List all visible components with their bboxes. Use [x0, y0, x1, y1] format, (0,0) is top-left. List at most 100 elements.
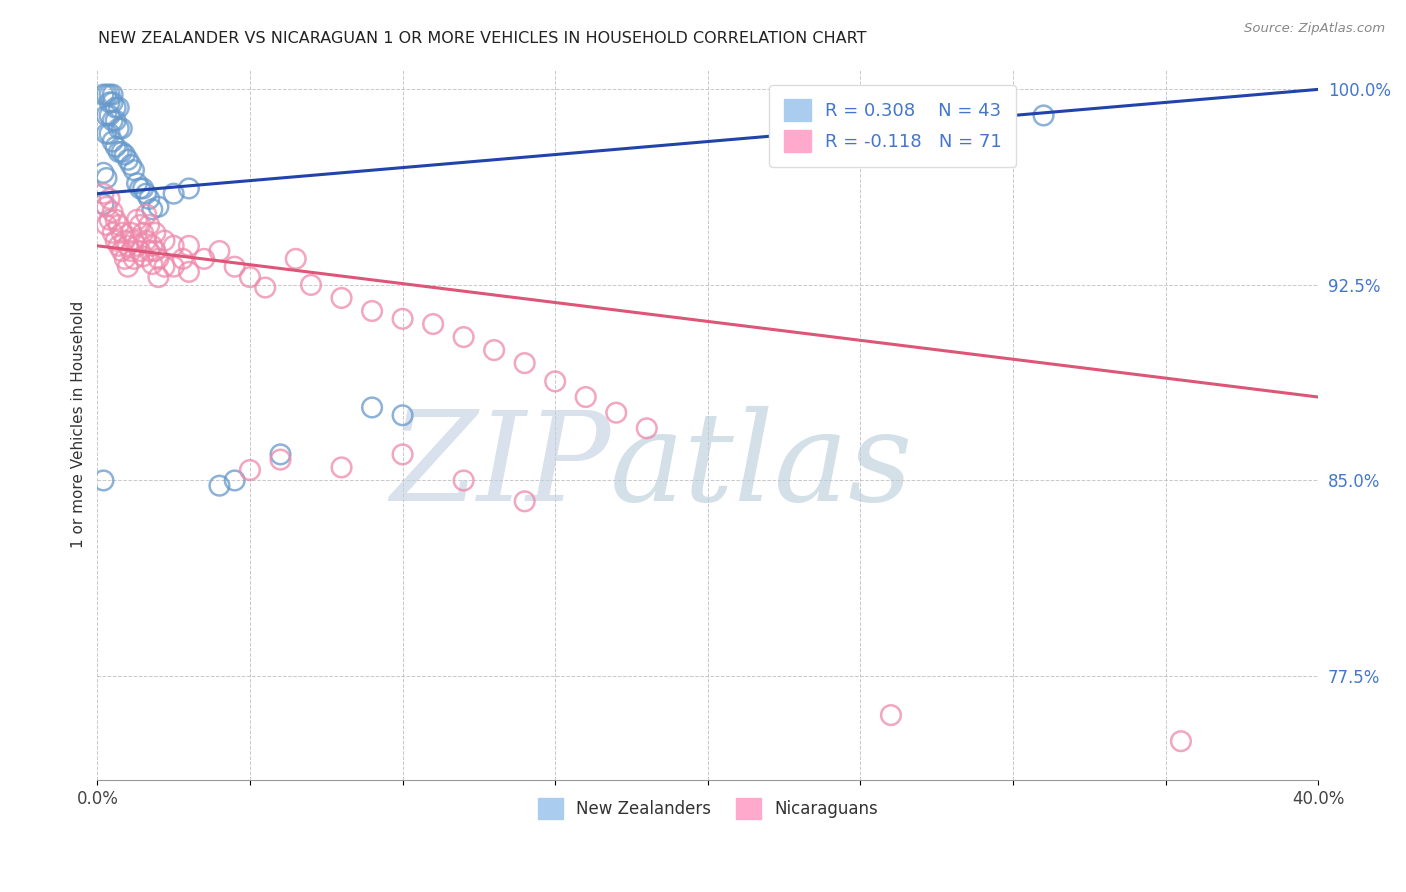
Point	[114, 147, 136, 161]
Point	[132, 249, 155, 263]
Text: ZIP: ZIP	[389, 407, 610, 528]
Point	[163, 239, 186, 253]
Point	[107, 101, 129, 115]
Point	[129, 244, 152, 258]
Point	[125, 176, 148, 190]
Point	[453, 474, 475, 488]
Point	[101, 113, 124, 128]
Point	[125, 239, 148, 253]
Point	[177, 265, 200, 279]
Point	[153, 260, 176, 274]
Point	[482, 343, 505, 357]
Point	[544, 375, 567, 389]
Point	[117, 239, 139, 253]
Point	[391, 311, 413, 326]
Point	[636, 421, 658, 435]
Point	[513, 494, 536, 508]
Point	[96, 218, 118, 232]
Point	[98, 87, 121, 102]
Point	[111, 226, 134, 240]
Point	[104, 140, 127, 154]
Point	[138, 192, 160, 206]
Point	[101, 226, 124, 240]
Point	[148, 270, 170, 285]
Point	[1032, 108, 1054, 122]
Point	[269, 452, 291, 467]
Point	[98, 212, 121, 227]
Point	[132, 226, 155, 240]
Point	[391, 409, 413, 423]
Point	[299, 277, 322, 292]
Point	[98, 127, 121, 141]
Text: Source: ZipAtlas.com: Source: ZipAtlas.com	[1244, 22, 1385, 36]
Point	[1170, 734, 1192, 748]
Point	[111, 145, 134, 159]
Point	[254, 280, 277, 294]
Point	[96, 200, 118, 214]
Point	[104, 113, 127, 128]
Point	[422, 317, 444, 331]
Point	[96, 108, 118, 122]
Point	[129, 218, 152, 232]
Point	[143, 244, 166, 258]
Point	[135, 208, 157, 222]
Point	[93, 186, 115, 201]
Point	[330, 460, 353, 475]
Point	[172, 252, 194, 266]
Point	[104, 101, 127, 115]
Point	[177, 239, 200, 253]
Point	[111, 244, 134, 258]
Point	[122, 234, 145, 248]
Point	[193, 252, 215, 266]
Point	[104, 212, 127, 227]
Point	[125, 212, 148, 227]
Point	[93, 474, 115, 488]
Point	[330, 291, 353, 305]
Point	[513, 356, 536, 370]
Point	[120, 226, 142, 240]
Point	[208, 244, 231, 258]
Point	[93, 166, 115, 180]
Point	[163, 260, 186, 274]
Point	[143, 226, 166, 240]
Point	[129, 181, 152, 195]
Point	[107, 145, 129, 159]
Point	[117, 260, 139, 274]
Point	[135, 186, 157, 201]
Point	[120, 244, 142, 258]
Point	[141, 257, 163, 271]
Point	[96, 127, 118, 141]
Point	[132, 181, 155, 195]
Point	[269, 447, 291, 461]
Point	[101, 95, 124, 110]
Point	[98, 192, 121, 206]
Point	[224, 260, 246, 274]
Point	[153, 234, 176, 248]
Point	[101, 87, 124, 102]
Point	[239, 270, 262, 285]
Point	[148, 200, 170, 214]
Point	[96, 87, 118, 102]
Point	[141, 239, 163, 253]
Point	[138, 244, 160, 258]
Point	[141, 202, 163, 217]
Point	[101, 205, 124, 219]
Legend: New Zealanders, Nicaraguans: New Zealanders, Nicaraguans	[531, 792, 884, 825]
Point	[148, 252, 170, 266]
Text: atlas: atlas	[610, 407, 914, 528]
Point	[111, 121, 134, 136]
Point	[224, 474, 246, 488]
Point	[453, 330, 475, 344]
Point	[104, 234, 127, 248]
Point	[177, 181, 200, 195]
Point	[107, 239, 129, 253]
Point	[114, 234, 136, 248]
Point	[98, 95, 121, 110]
Point	[880, 708, 903, 723]
Point	[114, 252, 136, 266]
Point	[96, 171, 118, 186]
Point	[122, 252, 145, 266]
Point	[284, 252, 307, 266]
Point	[361, 304, 384, 318]
Point	[107, 121, 129, 136]
